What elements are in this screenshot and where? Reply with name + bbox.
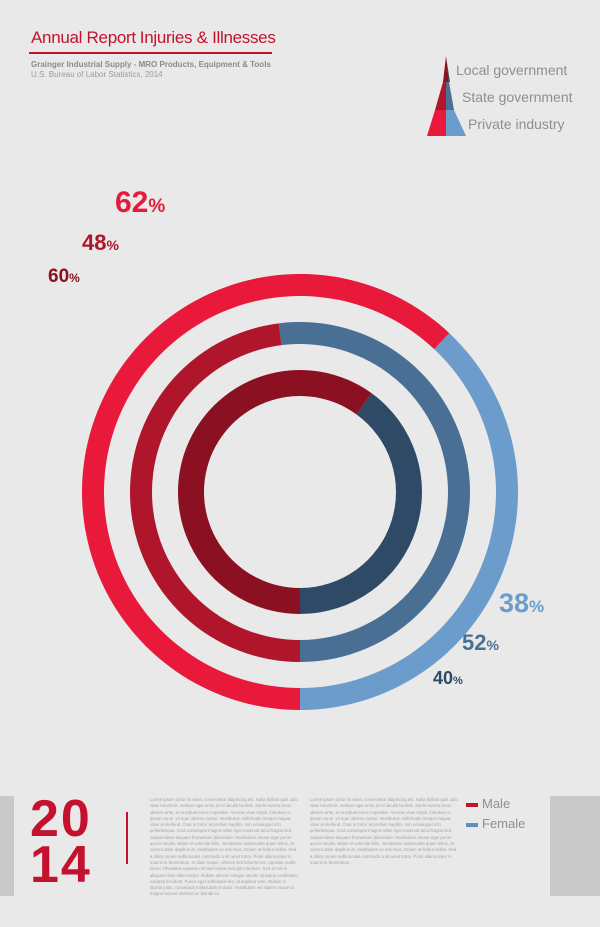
report-title-sub: Injuries & Illnesses [139,28,276,47]
local-female-segment [300,393,422,614]
source-line-1: Grainger Industrial Supply - MRO Product… [31,60,271,69]
legend-state-male-swatch [435,82,446,110]
state-male-segment [129,323,300,662]
source-line-2: U.S. Bureau of Labor Statistics, 2014 [31,70,163,79]
legend-local-label: Local government [456,62,568,78]
legend-male-swatch [466,803,478,807]
label-local-male: 60% [48,266,80,287]
footer-year: 20 14 [30,790,110,894]
local-male-segment [177,369,372,614]
report-title: Annual Report Injuries & Illnesses [31,28,276,48]
body-text-column-2: Lorem ipsum dolor sit amet, consectetur … [310,797,458,865]
legend-female-swatch [466,823,478,827]
legend-private-female-swatch [446,110,466,136]
year-bottom: 14 [30,836,92,894]
legend-female: Female [466,816,546,836]
ring-legend: Local government State government Privat… [424,54,584,138]
year-divider [126,812,128,864]
concentric-donut-chart: 62% 48%60% 38%52% 40% [48,186,544,710]
private-female-segment [300,333,518,710]
private-male-segment [81,273,450,710]
legend-male: Male [466,796,546,816]
gender-legend: Male Female [466,796,546,836]
label-private-female: 38% [499,588,544,618]
footer-gray-block-left [0,796,14,896]
title-underline [29,52,272,54]
label-local-female: 40% [433,668,463,688]
year-top: 20 [30,790,92,848]
report-header: Annual Report Injuries & Illnesses Graing… [29,28,276,79]
label-private-male: 62% [115,186,165,219]
footer-gray-block-right [550,796,600,896]
legend-state-female-swatch [446,82,454,110]
legend-male-label: Male [482,796,511,811]
ring-legend-triangle [427,56,466,136]
body-text-column-1: Lorem ipsum dolor sit amet, consectetur … [150,797,298,897]
legend-state-label: State government [462,89,573,105]
legend-local-male-swatch [443,56,449,82]
legend-female-label: Female [482,816,526,831]
label-state-male: 48% [82,230,119,255]
legend-private-label: Private industry [468,116,565,132]
label-state-female: 52% [462,630,499,655]
state-female-segment [278,322,470,662]
legend-local-female-swatch [446,56,450,82]
legend-private-male-swatch [427,110,446,136]
report-title-main: Annual Report [31,28,136,47]
